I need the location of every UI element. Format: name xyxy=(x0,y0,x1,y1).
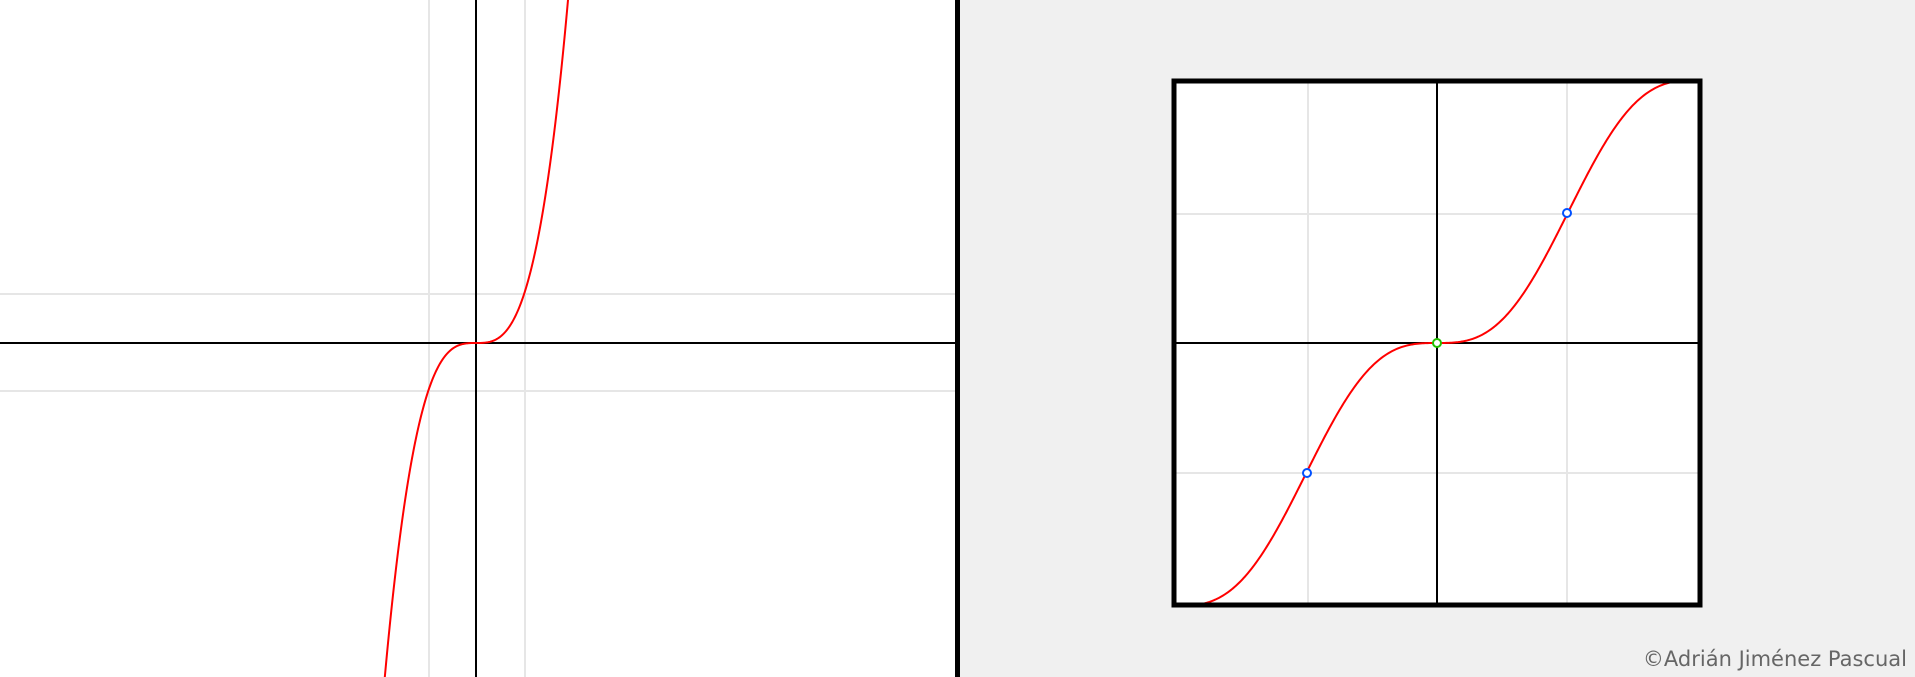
origin-point[interactable] xyxy=(1432,338,1442,348)
control-point[interactable] xyxy=(1562,208,1572,218)
main-plot xyxy=(0,0,956,677)
preview-plot xyxy=(1171,78,1703,608)
control-point[interactable] xyxy=(1302,468,1312,478)
preview-frame xyxy=(1171,78,1703,608)
credit: ©Adrián Jiménez Pascual xyxy=(1643,647,1907,671)
function-curve xyxy=(383,0,570,677)
plot-area xyxy=(0,0,956,677)
